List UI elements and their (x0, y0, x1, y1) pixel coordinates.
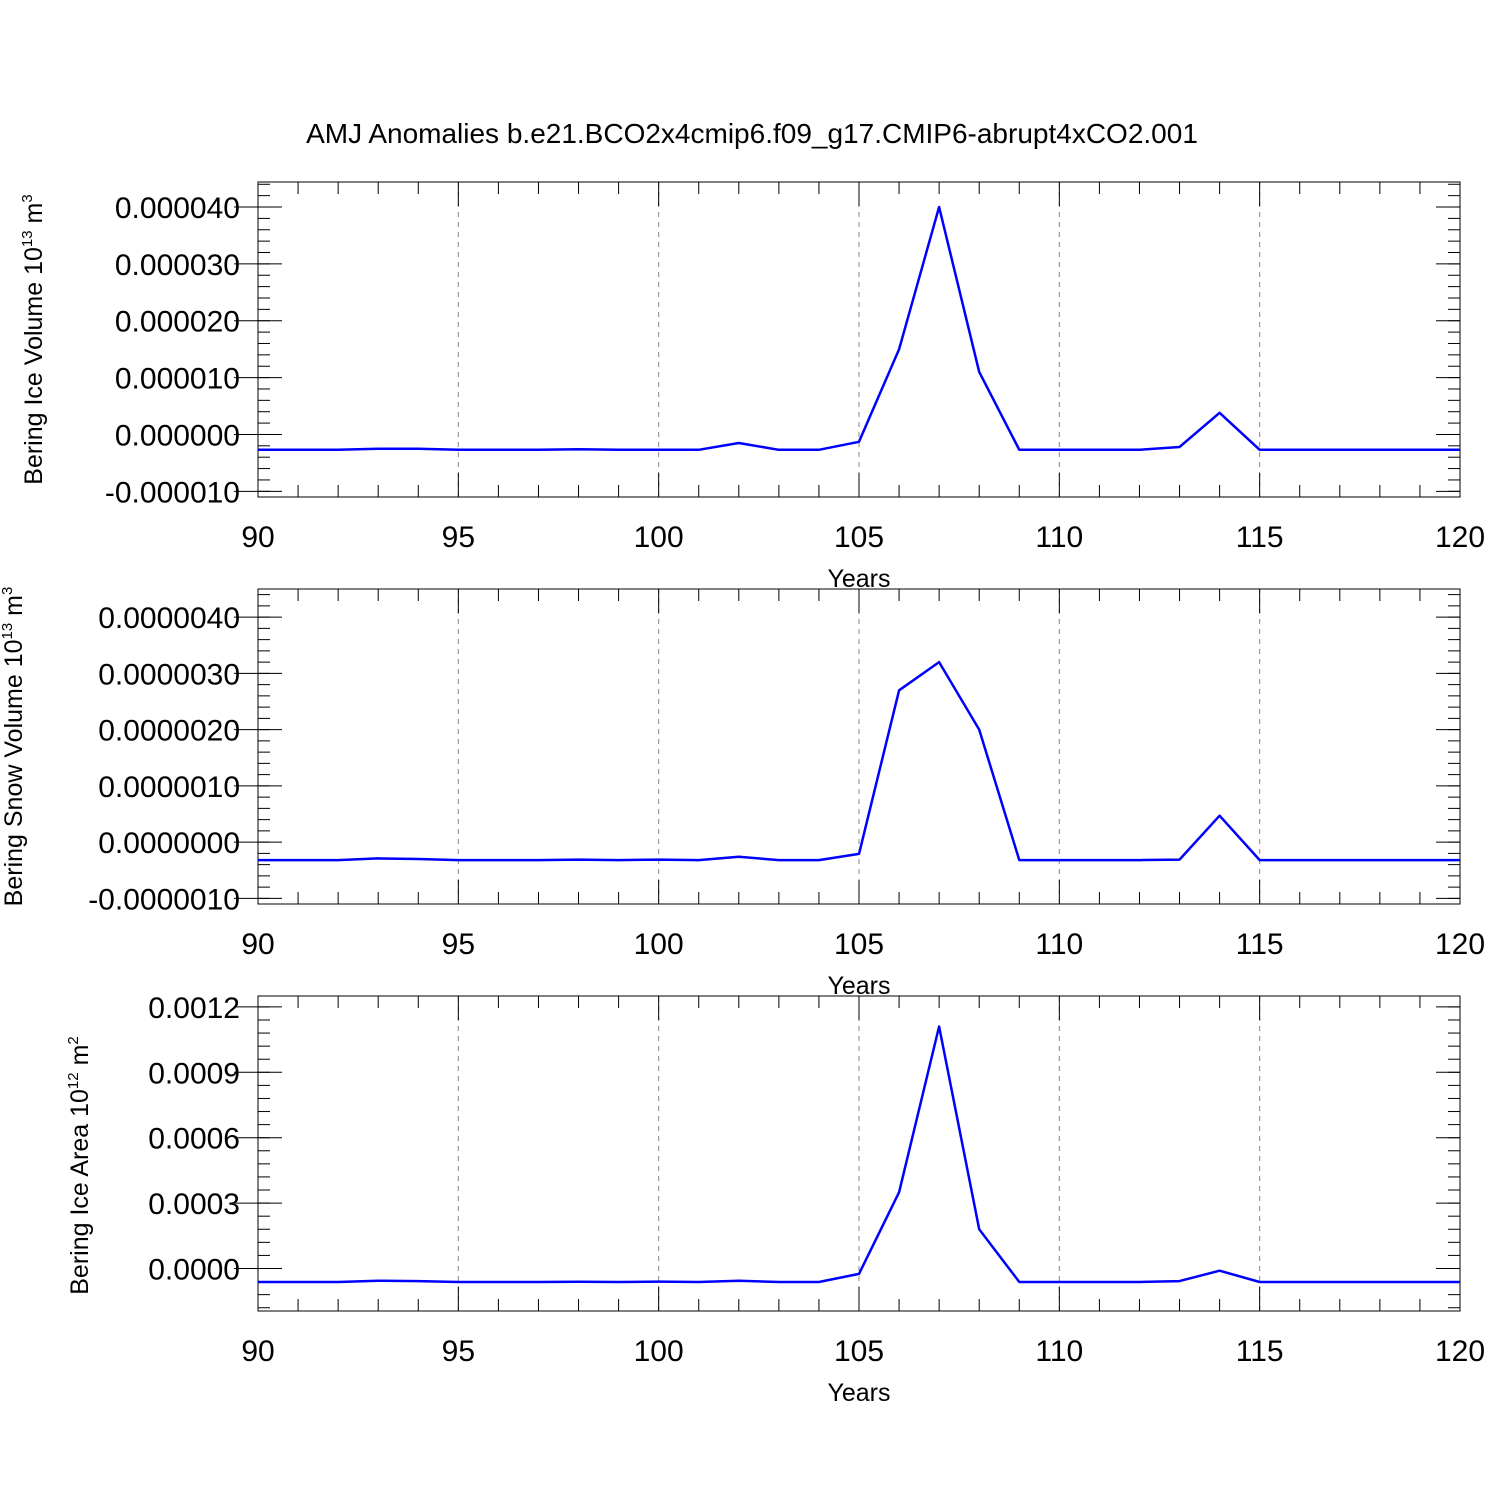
y-tick-label: -0.000010 (105, 476, 240, 509)
panel-2: -0.0000010 0.0000000 0.0000010 0.0000020 0.0… (0, 587, 1485, 1000)
y-axis-label: Bering Ice Area 1012 m2 (65, 1036, 94, 1295)
x-tick-label: 105 (834, 521, 884, 554)
x-tick-label: 105 (834, 928, 884, 961)
y-tick-label: 0.000010 (115, 363, 240, 396)
x-tick-label: 120 (1435, 521, 1485, 554)
y-tick-label: 0.0000030 (98, 658, 240, 691)
x-tick-label: 95 (442, 521, 475, 554)
x-tick-label: 90 (241, 1335, 274, 1368)
y-tick-label: 0.0012 (148, 992, 240, 1025)
y-tick-label: 0.000000 (115, 419, 240, 452)
panel-3: 0.0000 0.0003 0.0006 0.0009 0.0012 90 95 100 105… (65, 992, 1485, 1407)
x-tick-label: 100 (634, 928, 684, 961)
x-tick-label: 120 (1435, 928, 1485, 961)
y-tick-label: 0.0000040 (98, 602, 240, 635)
x-tick-label: 100 (634, 521, 684, 554)
y-tick-label: 0.000030 (115, 249, 240, 282)
y-tick-label: 0.000040 (115, 192, 240, 225)
x-axis-label: Years (827, 972, 890, 1000)
x-tick-label: 120 (1435, 1335, 1485, 1368)
y-tick-label: 0.0006 (148, 1123, 240, 1156)
plot-frame (257, 588, 1461, 905)
y-tick-label: 0.0000 (148, 1253, 240, 1286)
series-line (258, 660, 1460, 862)
x-tick-label: 95 (442, 1335, 475, 1368)
y-tick-label: -0.0000010 (88, 883, 240, 916)
x-tick-label: 115 (1236, 521, 1284, 554)
x-axis-label: Years (827, 1379, 890, 1407)
x-axis-label: Years (827, 565, 890, 593)
y-tick-label: 0.0000020 (98, 715, 240, 748)
x-tick-label: 115 (1236, 928, 1284, 961)
y-tick-label: 0.0000010 (98, 771, 240, 804)
series-line (258, 205, 1460, 452)
plot-frame (257, 995, 1461, 1312)
x-tick-label: 115 (1236, 1335, 1284, 1368)
y-axis-label: Bering Snow Volume 1013 m3 (0, 587, 28, 907)
x-tick-label: 110 (1035, 521, 1083, 554)
x-tick-label: 105 (834, 1335, 884, 1368)
x-tick-label: 90 (241, 521, 274, 554)
y-tick-label: 0.0003 (148, 1188, 240, 1221)
x-tick-label: 90 (241, 928, 274, 961)
y-axis-label: Bering Ice Volume 1013 m3 (19, 194, 48, 484)
x-tick-label: 100 (634, 1335, 684, 1368)
x-tick-label: 110 (1035, 1335, 1083, 1368)
series-line (258, 1025, 1460, 1284)
chart-title: AMJ Anomalies b.e21.BCO2x4cmip6.f09_g17.… (306, 118, 1198, 149)
y-tick-label: 0.0009 (148, 1057, 240, 1090)
x-tick-label: 95 (442, 928, 475, 961)
panel-1: -0.000010 0.000000 0.000010 0.000020 0.00003… (19, 181, 1485, 593)
y-tick-label: 0.0000000 (98, 827, 240, 860)
y-tick-label: 0.000020 (115, 306, 240, 339)
x-tick-label: 110 (1035, 928, 1083, 961)
